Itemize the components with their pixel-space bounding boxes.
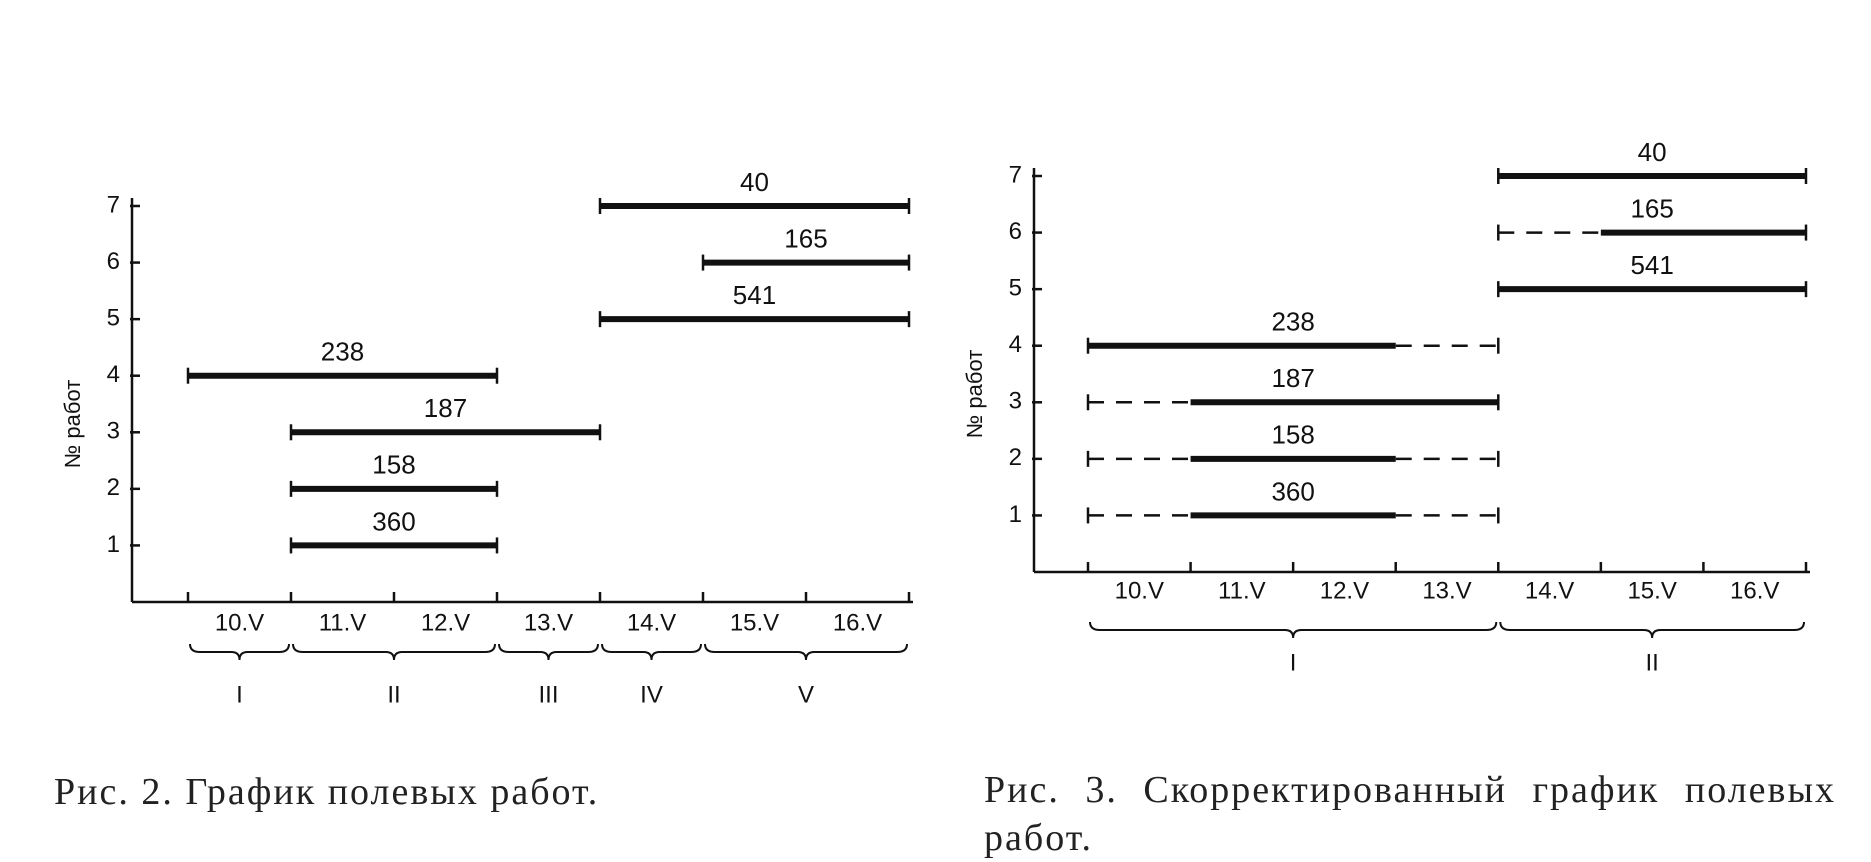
phase-label: II <box>1645 649 1658 676</box>
phase-brace <box>1499 621 1805 639</box>
bar-label: 40 <box>1638 137 1667 167</box>
phase-label: II <box>387 681 400 708</box>
y-tick-label: 1 <box>1009 501 1022 528</box>
y-tick-label: 4 <box>1009 331 1022 358</box>
phase-brace <box>292 643 496 661</box>
x-category-label: 14.V <box>1525 577 1574 604</box>
bar-label: 238 <box>321 337 364 367</box>
y-tick-label: 3 <box>1009 388 1022 415</box>
caption: Рис. 2. График полевых работ. <box>54 771 600 813</box>
bar-label: 238 <box>1271 307 1314 337</box>
y-axis-label: № работ <box>60 380 85 469</box>
y-tick-label: 5 <box>107 304 120 331</box>
x-category-label: 10.V <box>1115 577 1164 604</box>
phase-brace <box>189 643 290 661</box>
y-tick-label: 2 <box>1009 444 1022 471</box>
x-category-label: 15.V <box>730 609 779 636</box>
x-category-label: 13.V <box>524 609 573 636</box>
bar-label: 158 <box>1271 420 1314 450</box>
phase-label: V <box>798 681 814 708</box>
x-category-label: 15.V <box>1627 577 1676 604</box>
caption: Рис. 3. Скорректированный график полевых… <box>984 769 1836 859</box>
y-tick-label: 3 <box>107 418 120 445</box>
x-category-label: 16.V <box>1730 577 1779 604</box>
phase-label: I <box>236 681 243 708</box>
y-tick-label: 1 <box>107 531 120 558</box>
y-tick-label: 7 <box>107 191 120 218</box>
bar-label: 541 <box>1630 250 1673 280</box>
bar-label: 165 <box>784 223 827 253</box>
x-category-label: 10.V <box>215 609 264 636</box>
bar-label: 40 <box>740 167 769 197</box>
bar-label: 187 <box>424 393 467 423</box>
phase-brace <box>601 643 702 661</box>
bar-label: 360 <box>372 506 415 536</box>
y-tick-label: 5 <box>1009 274 1022 301</box>
phase-label: IV <box>640 681 663 708</box>
x-category-label: 16.V <box>833 609 882 636</box>
phase-label: III <box>538 681 558 708</box>
x-category-label: 11.V <box>319 609 367 636</box>
y-tick-label: 4 <box>107 361 120 388</box>
bar-label: 187 <box>1271 363 1314 393</box>
y-tick-label: 6 <box>1009 218 1022 245</box>
y-axis-label: № работ <box>962 350 987 439</box>
y-tick-label: 7 <box>1009 161 1022 188</box>
phase-brace <box>704 643 908 661</box>
y-tick-label: 2 <box>107 474 120 501</box>
x-category-label: 12.V <box>421 609 470 636</box>
bar-label: 158 <box>372 450 415 480</box>
x-category-label: 11.V <box>1218 577 1266 604</box>
x-category-label: 14.V <box>627 609 676 636</box>
phase-brace <box>1089 621 1498 639</box>
phase-brace <box>498 643 599 661</box>
bar-label: 165 <box>1630 193 1673 223</box>
x-category-label: 12.V <box>1320 577 1369 604</box>
bar-label: 360 <box>1271 476 1314 506</box>
bar-label: 541 <box>733 280 776 310</box>
phase-label: I <box>1290 649 1297 676</box>
x-category-label: 13.V <box>1422 577 1471 604</box>
y-tick-label: 6 <box>107 248 120 275</box>
